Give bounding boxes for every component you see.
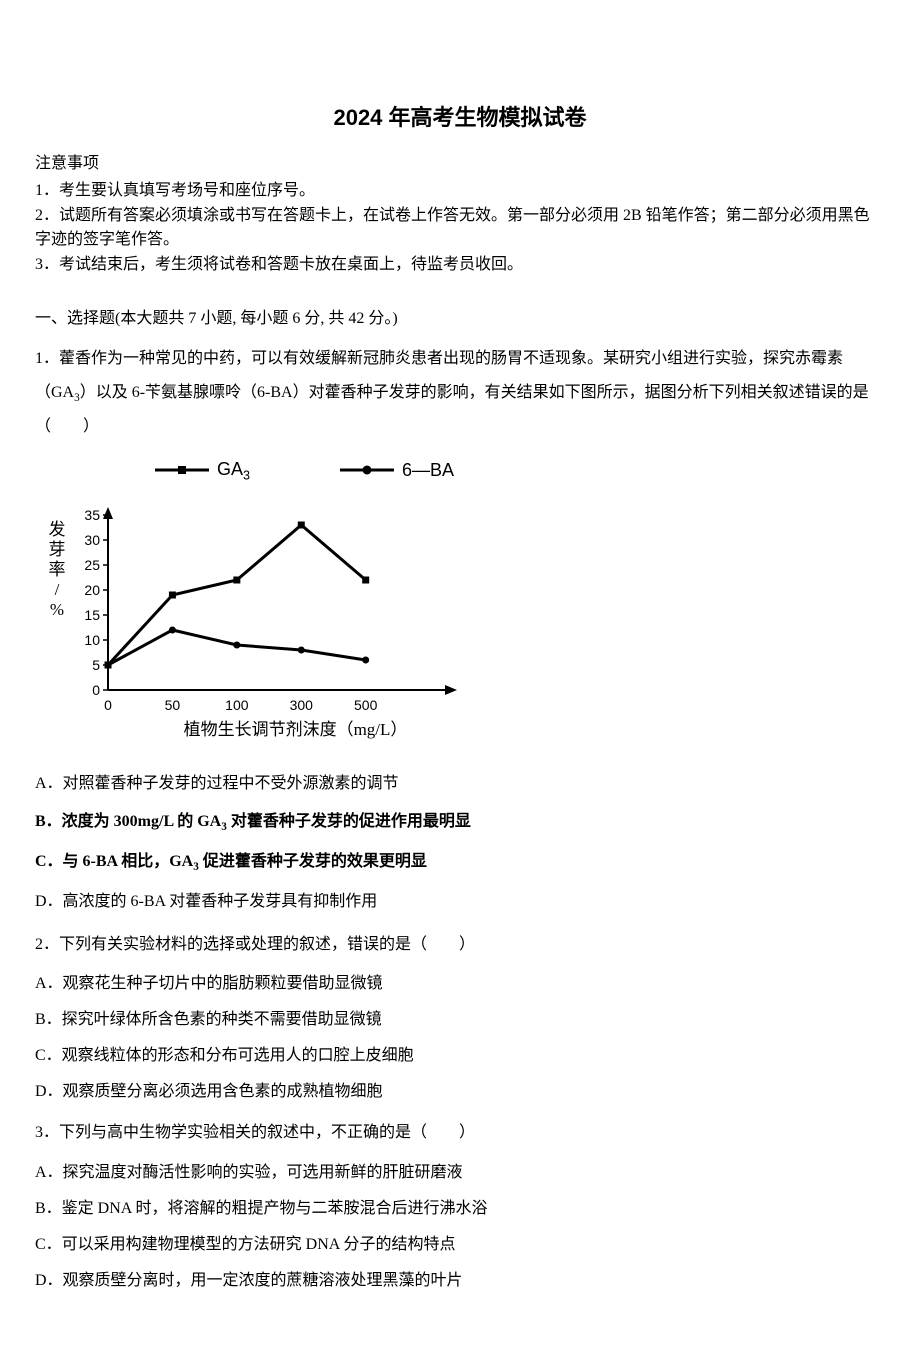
svg-text:25: 25 xyxy=(84,557,100,573)
svg-text:5: 5 xyxy=(92,657,100,673)
section-1-heading: 一、选择题(本大题共 7 小题, 每小题 6 分, 共 42 分。) xyxy=(35,306,885,332)
q3-stem: 3．下列与高中生物学实验相关的叙述中，不正确的是（ ） xyxy=(35,1116,885,1150)
q3-option-a: A．探究温度对酶活性影响的实验，可选用新鲜的肝脏研磨液 xyxy=(35,1161,885,1185)
legend-6ba: 6—BA xyxy=(340,456,454,485)
svg-text:10: 10 xyxy=(84,632,100,648)
legend-6ba-marker xyxy=(340,463,394,477)
svg-text:0: 0 xyxy=(104,697,112,713)
svg-text:30: 30 xyxy=(84,532,100,548)
q3-option-b: B．鉴定 DNA 时，将溶解的粗提产物与二苯胺混合后进行沸水浴 xyxy=(35,1197,885,1221)
q2-option-c: C．观察线粒体的形态和分布可选用人的口腔上皮细胞 xyxy=(35,1044,885,1068)
svg-text:/: / xyxy=(55,580,60,599)
q2-option-b: B．探究叶绿体所含色素的种类不需要借助显微镜 xyxy=(35,1008,885,1032)
legend-ga3: GA3 xyxy=(155,455,250,486)
notice-item-2: 2．试题所有答案必须填涂或书写在答题卡上，在试卷上作答无效。第一部分必须用 2B… xyxy=(35,204,885,254)
svg-text:300: 300 xyxy=(290,697,314,713)
q2-option-a: A．观察花生种子切片中的脂肪颗粒要借助显微镜 xyxy=(35,972,885,996)
q1-stem: 1．藿香作为一种常见的中药，可以有效缓解新冠肺炎患者出现的肠胃不适现象。某研究小… xyxy=(35,342,885,445)
page-title: 2024 年高考生物模拟试卷 xyxy=(35,100,885,135)
q1-option-c: C．与 6-BA 相比，GA3 促进藿香种子发芽的效果更明显 xyxy=(35,850,885,876)
svg-text:20: 20 xyxy=(84,582,100,598)
legend-ga3-marker xyxy=(155,463,209,477)
q3-option-c: C．可以采用构建物理模型的方法研究 DNA 分子的结构特点 xyxy=(35,1233,885,1257)
notice-item-1: 1．考生要认真填写考场号和座位序号。 xyxy=(35,179,885,204)
svg-text:发: 发 xyxy=(49,520,66,539)
legend-6ba-label: 6—BA xyxy=(402,456,454,485)
germination-chart: 0 5 10 15 20 25 30 35 0 50 100 300 500 发芽率/% 植物生长调节剂沫度… xyxy=(43,505,885,754)
svg-text:芽: 芽 xyxy=(49,540,66,559)
chart-legend: GA3 6—BA xyxy=(155,455,885,486)
svg-text:50: 50 xyxy=(165,697,181,713)
svg-text:植物生长调节剂沫度（mg/L）: 植物生长调节剂沫度（mg/L） xyxy=(184,720,408,739)
q1-option-a: A．对照藿香种子发芽的过程中不受外源激素的调节 xyxy=(35,772,885,796)
svg-text:0: 0 xyxy=(92,682,100,698)
notice-item-3: 3．考试结束后，考生须将试卷和答题卡放在桌面上，待监考员收回。 xyxy=(35,253,885,278)
q1-stem-mid: ）以及 6-苄氨基腺嘌呤（6-BA）对藿香种子发芽的影响，有关结果如下图所示，据… xyxy=(35,384,869,435)
q2-option-d: D．观察质壁分离必须选用含色素的成熟植物细胞 xyxy=(35,1080,885,1104)
notice-heading: 注意事项 xyxy=(35,151,885,177)
svg-text:35: 35 xyxy=(84,507,100,523)
svg-text:15: 15 xyxy=(84,607,100,623)
svg-text:100: 100 xyxy=(225,697,249,713)
svg-text:%: % xyxy=(50,600,64,619)
q3-option-d: D．观察质壁分离时，用一定浓度的蔗糖溶液处理黑藻的叶片 xyxy=(35,1269,885,1293)
q1-option-b: B．浓度为 300mg/L 的 GA3 对藿香种子发芽的促进作用最明显 xyxy=(35,810,885,836)
svg-text:500: 500 xyxy=(354,697,378,713)
q2-stem: 2．下列有关实验材料的选择或处理的叙述，错误的是（ ） xyxy=(35,928,885,962)
legend-ga3-label: GA3 xyxy=(217,455,250,486)
q1-option-d: D．高浓度的 6-BA 对藿香种子发芽具有抑制作用 xyxy=(35,890,885,914)
svg-text:率: 率 xyxy=(49,560,66,579)
